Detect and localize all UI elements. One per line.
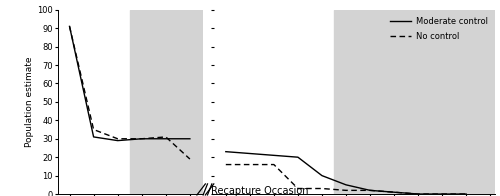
Y-axis label: Population estimate: Population estimate bbox=[25, 57, 34, 147]
Bar bbox=[334, 10, 495, 194]
Bar bbox=[130, 10, 204, 194]
Text: Recapture Occasion: Recapture Occasion bbox=[211, 186, 309, 196]
Legend: Moderate control, No control: Moderate control, No control bbox=[386, 14, 491, 44]
